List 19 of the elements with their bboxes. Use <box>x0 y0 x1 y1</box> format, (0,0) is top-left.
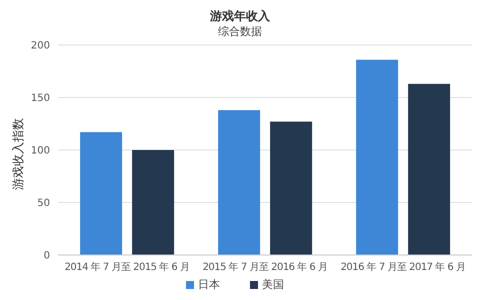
chart-subtitle: 综合数据 <box>217 24 263 39</box>
legend-label: 日本 <box>198 278 220 291</box>
bar <box>408 84 450 255</box>
bar <box>218 110 260 255</box>
y-tick-label: 200 <box>30 40 50 52</box>
bar <box>356 60 398 255</box>
bar <box>270 122 312 255</box>
y-tick-label: 150 <box>30 93 50 104</box>
x-tick-label: 2016 年 7 月至 2017 年 6 月 <box>340 261 466 274</box>
y-tick-label: 50 <box>37 198 50 210</box>
y-axis-title: 游戏收入指数 <box>10 118 26 190</box>
legend-label: 美国 <box>262 278 284 291</box>
y-tick-label: 100 <box>30 146 50 157</box>
chart-title: 游戏年收入 <box>209 8 271 24</box>
bar <box>80 132 122 255</box>
bar <box>132 150 174 255</box>
x-tick-label: 2014 年 7 月至 2015 年 6 月 <box>64 261 190 274</box>
x-tick-label: 2015 年 7 月至 2016 年 6 月 <box>202 261 328 274</box>
y-tick-label: 0 <box>44 250 50 262</box>
